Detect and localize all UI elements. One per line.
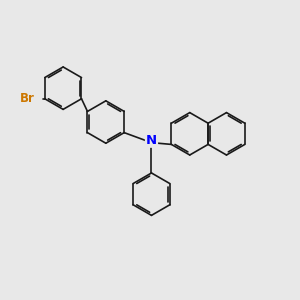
Text: N: N [146,134,157,147]
Text: Br: Br [20,92,34,105]
